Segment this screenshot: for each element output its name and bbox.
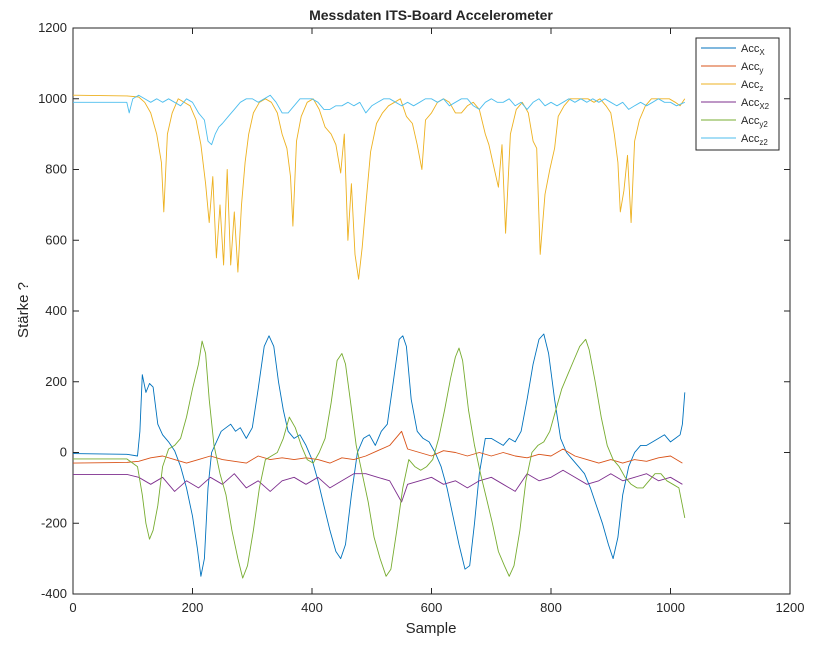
legend-entry: Accy bbox=[741, 61, 763, 75]
legend-box bbox=[695, 37, 780, 151]
series-line-2 bbox=[72, 94, 686, 280]
legend-entry: AccX bbox=[741, 43, 765, 57]
y-tick-label: 0 bbox=[60, 445, 67, 460]
legend-entry-name: Acc bbox=[741, 61, 760, 73]
y-axis-label: Stärke ? bbox=[15, 282, 32, 338]
y-tick-label: -200 bbox=[41, 515, 67, 530]
x-tick-label: 1000 bbox=[656, 600, 685, 615]
x-tick-label: 0 bbox=[69, 600, 76, 615]
legend-entry-subscript: z2 bbox=[759, 138, 768, 147]
legend-entry-name: Acc bbox=[741, 79, 760, 91]
y-tick-label: 1200 bbox=[38, 20, 67, 35]
legend-entry-subscript: y2 bbox=[759, 120, 768, 129]
legend-entry-name: Acc bbox=[741, 133, 760, 145]
x-axis-label: Sample bbox=[406, 620, 457, 637]
y-tick-label: 200 bbox=[45, 374, 67, 389]
series-line-4 bbox=[73, 338, 686, 579]
series-line-3 bbox=[73, 469, 683, 503]
series-layer bbox=[72, 94, 686, 579]
y-tick-label: -400 bbox=[41, 586, 67, 601]
legend-entry: AccX2 bbox=[741, 97, 770, 111]
x-tick-label: 600 bbox=[421, 600, 443, 615]
y-tick-label: 600 bbox=[45, 232, 67, 247]
x-tick-label: 400 bbox=[301, 600, 323, 615]
x-tick-label: 200 bbox=[182, 600, 204, 615]
y-tick-label: 400 bbox=[45, 303, 67, 318]
legend-entry-subscript: X2 bbox=[759, 102, 769, 111]
legend-entry: Accz2 bbox=[741, 133, 768, 147]
legend-entry: Accz bbox=[741, 79, 763, 93]
y-tick-label: 1000 bbox=[38, 91, 67, 106]
legend-entry-subscript: X bbox=[759, 48, 765, 57]
plot-area bbox=[72, 27, 791, 595]
legend-entry-subscript: z bbox=[759, 84, 763, 93]
series-line-1 bbox=[72, 430, 683, 464]
x-tick-label: 800 bbox=[540, 600, 562, 615]
axis-ticks: 0 200 400 600 800 1000 1200 -400 -200 0 200 400 600 8… bbox=[38, 20, 804, 615]
series-line-0 bbox=[72, 333, 686, 577]
y-tick-label: 800 bbox=[45, 162, 67, 177]
chart-title: Messdaten ITS-Board Accelerometer bbox=[309, 7, 553, 23]
series-line-5 bbox=[73, 94, 685, 146]
legend-entry: Accy2 bbox=[741, 115, 768, 129]
legend-entry-subscript: y bbox=[759, 66, 763, 75]
legend-entry-name: Acc bbox=[741, 43, 760, 55]
x-tick-label: 1200 bbox=[776, 600, 805, 615]
legend-entry-name: Acc bbox=[741, 115, 760, 127]
legend-entry-name: Acc bbox=[741, 97, 760, 109]
